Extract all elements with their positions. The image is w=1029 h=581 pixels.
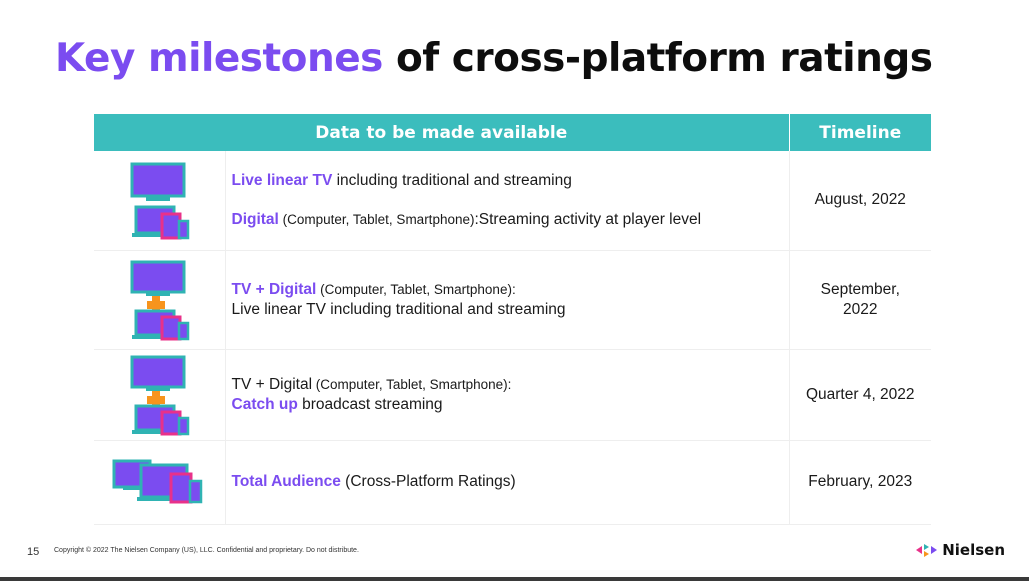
row-description: Total Audience (Cross-Platform Ratings) <box>225 440 790 525</box>
brand-name: Nielsen <box>942 541 1005 559</box>
row-timeline: August, 2022 <box>789 151 932 251</box>
page-number: 15 <box>27 546 40 558</box>
desc-small: (Computer, Tablet, Smartphone): <box>312 376 512 392</box>
row-icon-cell <box>94 440 226 525</box>
desc-small: (Computer, Tablet, Smartphone) <box>278 211 475 227</box>
timeline-line: September, <box>820 280 900 298</box>
title-rest: of cross-platform ratings <box>382 36 933 81</box>
desc-text: :Streaming activity at player level <box>474 210 702 228</box>
header-data: Data to be made available <box>94 114 790 151</box>
tv-and-devices-icon <box>130 162 190 240</box>
tv-plus-devices-icon <box>130 260 190 340</box>
desc-small: (Computer, Tablet, Smartphone): <box>316 281 516 297</box>
brand-logo: Nielsen <box>916 541 1005 559</box>
desc-text: (Cross-Platform Ratings) <box>340 473 516 490</box>
row-description: TV + Digital (Computer, Tablet, Smartpho… <box>225 349 790 441</box>
title-accent: Key milestones <box>55 36 383 81</box>
nielsen-logo-icon <box>916 544 938 557</box>
table-row: Total Audience (Cross-Platform Ratings) … <box>94 440 932 525</box>
tv-icon <box>130 260 186 296</box>
header-timeline: Timeline <box>789 114 932 151</box>
table-row: TV + Digital (Computer, Tablet, Smartpho… <box>94 250 932 350</box>
page-title: Key milestones of cross-platform ratings <box>55 36 933 81</box>
devices-icon <box>132 205 190 240</box>
row-description: TV + Digital (Computer, Tablet, Smartpho… <box>225 250 790 350</box>
row-description: Live linear TV including traditional and… <box>225 151 790 251</box>
row-icon-cell <box>94 349 226 441</box>
devices-icon <box>132 309 190 340</box>
table-row: TV + Digital (Computer, Tablet, Smartpho… <box>94 349 932 441</box>
row-timeline: Quarter 4, 2022 <box>789 349 932 441</box>
desc-text: TV + Digital <box>231 375 313 393</box>
plus-icon <box>147 295 166 314</box>
desc-text: including traditional and streaming <box>332 171 572 189</box>
tv-icon <box>130 162 186 202</box>
desc-highlight: Total Audience <box>231 473 341 490</box>
table-row: Live linear TV including traditional and… <box>94 151 932 251</box>
copyright-text: Copyright © 2022 The Nielsen Company (US… <box>54 547 359 554</box>
bottom-rule <box>0 577 1029 581</box>
row-timeline: February, 2023 <box>789 440 932 525</box>
desc-text: Live linear TV including traditional and… <box>231 300 566 318</box>
desc-highlight: Catch up <box>231 395 298 413</box>
tv-plus-devices-icon <box>130 355 190 435</box>
footer: 15 Copyright © 2022 The Nielsen Company … <box>0 540 1029 581</box>
milestones-table: Data to be made available Timeline <box>94 114 932 525</box>
desc-highlight: Live linear TV <box>231 171 333 189</box>
tv-icon <box>130 355 186 391</box>
row-icon-cell <box>94 250 226 350</box>
row-timeline: September, 2022 <box>789 250 932 350</box>
desc-highlight: TV + Digital <box>231 280 317 298</box>
timeline-line: 2022 <box>843 300 878 318</box>
desc-text: broadcast streaming <box>297 395 443 413</box>
all-screens-icon <box>112 459 203 504</box>
devices-icon <box>132 404 190 435</box>
plus-icon <box>147 390 166 409</box>
row-icon-cell <box>94 151 226 251</box>
table-header-row: Data to be made available Timeline <box>94 114 932 151</box>
desc-highlight: Digital <box>231 210 279 228</box>
